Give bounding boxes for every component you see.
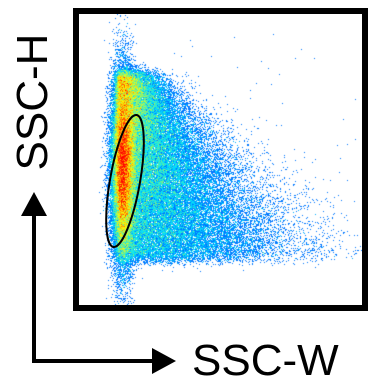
plot-area xyxy=(73,8,368,311)
y-axis-arrow-head xyxy=(21,192,47,216)
x-axis-label: SSC-W xyxy=(192,336,339,385)
x-axis-arrow-head xyxy=(152,348,176,374)
scatter-density-points xyxy=(79,14,362,305)
y-axis-title: SSC-H xyxy=(8,33,57,171)
y-axis-label: SSC-H xyxy=(1,16,65,186)
